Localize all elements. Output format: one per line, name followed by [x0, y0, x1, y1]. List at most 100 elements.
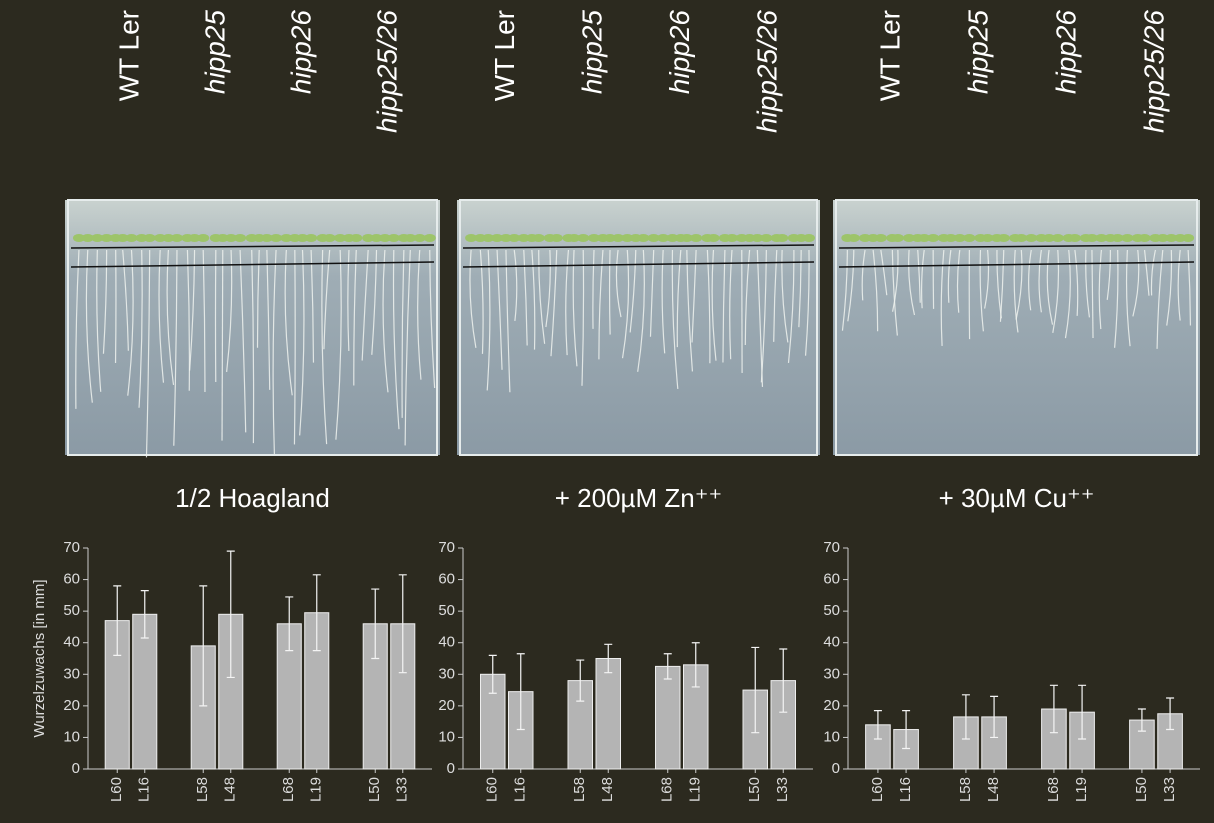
y-tick-label: 50	[823, 602, 840, 619]
bar	[595, 658, 621, 770]
error-bar	[226, 550, 235, 679]
root	[353, 249, 357, 386]
root	[671, 249, 679, 389]
seedling	[305, 234, 318, 242]
seedling	[577, 234, 590, 242]
seedling	[260, 234, 273, 242]
seedling	[91, 234, 104, 242]
root	[706, 249, 711, 364]
root	[649, 249, 655, 337]
y-tick-label: 50	[63, 602, 80, 619]
root	[122, 249, 129, 351]
root	[999, 249, 1005, 322]
seedling	[370, 234, 383, 242]
x-tick-label: L50	[366, 777, 383, 802]
root	[158, 249, 165, 383]
genotype-label: WT Ler	[113, 10, 144, 101]
y-tick-label: 50	[438, 602, 455, 619]
seedling	[588, 234, 601, 242]
seedling	[657, 234, 670, 242]
genotype-label: hipp25	[199, 10, 230, 95]
plate-edge	[67, 199, 438, 456]
error-bar	[312, 574, 321, 652]
y-tick-label: 20	[438, 697, 455, 714]
seedling	[197, 234, 210, 242]
root	[722, 249, 726, 363]
root	[85, 249, 93, 403]
root	[347, 249, 350, 351]
error-bar	[604, 643, 613, 674]
root	[637, 249, 645, 372]
seedling	[491, 234, 504, 242]
root	[221, 249, 224, 441]
seedling	[81, 234, 94, 242]
seedling	[1051, 234, 1064, 242]
root	[272, 249, 277, 455]
root	[1125, 249, 1131, 347]
seedling	[647, 234, 660, 242]
seedling	[621, 234, 634, 242]
root	[798, 249, 802, 328]
seedling	[216, 234, 229, 242]
error-bar	[140, 590, 149, 639]
root	[486, 249, 491, 391]
root	[479, 249, 484, 354]
root	[361, 249, 369, 361]
root	[621, 249, 630, 359]
y-tick-label: 40	[63, 634, 80, 651]
x-tick-label: L68	[1045, 777, 1062, 802]
seedling	[143, 234, 156, 242]
panel-title: + 200µM Zn⁺⁺	[555, 483, 722, 513]
y-axis-label: Wurzelzuwachs [in mm]	[31, 579, 48, 737]
plate-edge	[835, 199, 1198, 456]
root	[1114, 249, 1119, 348]
seedling	[963, 234, 976, 242]
seedling	[953, 234, 966, 242]
seedling	[125, 234, 138, 242]
seedling	[413, 234, 426, 242]
seedling	[1121, 234, 1134, 242]
root	[1166, 249, 1173, 326]
seedling	[760, 234, 773, 242]
seedling	[508, 234, 521, 242]
seedling	[612, 234, 625, 242]
seedling	[997, 234, 1010, 242]
root	[417, 249, 422, 380]
x-tick-label: L68	[280, 777, 297, 802]
root	[1015, 249, 1023, 320]
seedling	[378, 234, 391, 242]
y-tick-label: 0	[447, 760, 455, 777]
genotype-label: hipp25	[577, 10, 608, 95]
y-tick-label: 30	[438, 665, 455, 682]
root	[173, 249, 178, 446]
plate-line	[838, 261, 1195, 268]
seedling	[666, 234, 679, 242]
root	[189, 249, 196, 371]
root	[404, 249, 411, 446]
genotype-label: hipp26	[285, 10, 316, 95]
seedling	[532, 234, 545, 242]
seedling	[225, 234, 238, 242]
plate-line	[838, 244, 1195, 249]
plate	[833, 200, 1200, 455]
y-tick-label: 40	[438, 634, 455, 651]
seedling	[188, 234, 201, 242]
plate	[457, 200, 820, 455]
root	[572, 249, 578, 367]
seedling	[404, 234, 417, 242]
seedling	[482, 234, 495, 242]
error-bar	[1049, 684, 1058, 734]
error-bar	[1137, 708, 1146, 732]
root	[956, 249, 961, 313]
seedling	[1111, 234, 1124, 242]
root	[145, 249, 151, 458]
seedling	[499, 234, 512, 242]
error-bar	[779, 648, 788, 713]
error-bar	[990, 695, 999, 739]
y-tick-label: 60	[438, 571, 455, 588]
root	[1150, 249, 1157, 296]
root	[615, 249, 622, 318]
seedling	[72, 234, 85, 242]
root	[891, 249, 898, 336]
genotype-label: hipp25	[962, 10, 993, 95]
